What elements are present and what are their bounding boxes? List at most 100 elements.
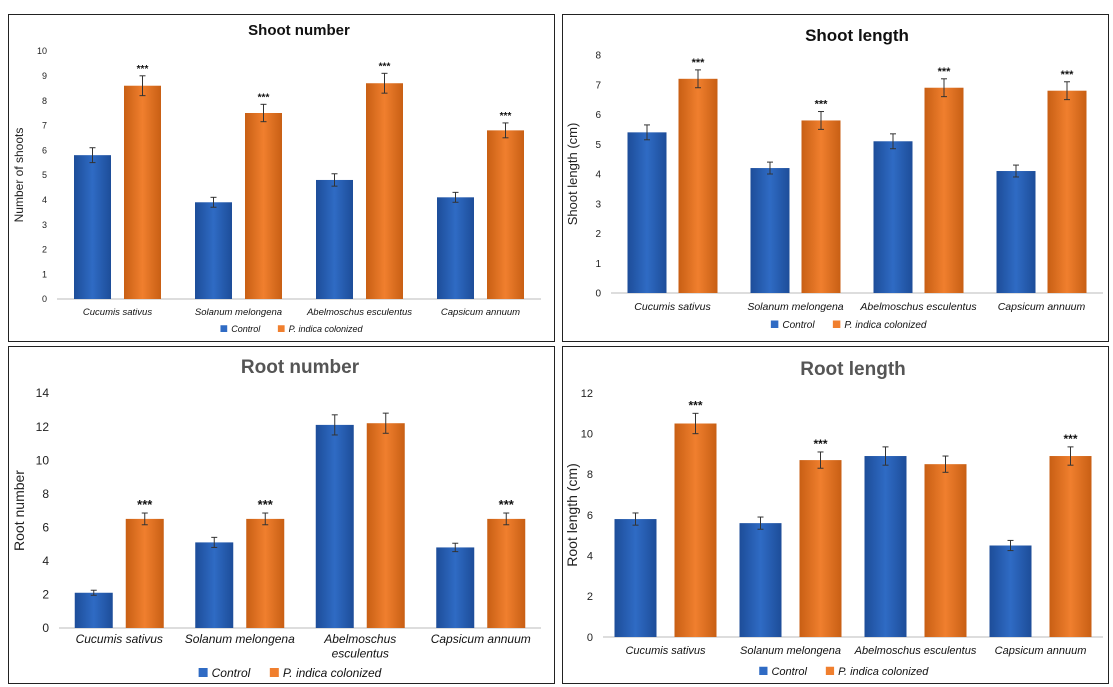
y-tick-label: 5 [595,140,601,151]
bar-colonized-abelmoschus-esculentus [366,423,405,628]
category-label: Capsicum annuum [998,301,1086,313]
legend-swatch-control [220,325,228,332]
y-tick-label: 7 [42,121,47,131]
category-label: Capsicum annuum [431,632,531,646]
significance-marker: *** [258,497,274,512]
bar-colonized-abelmoschus-esculentus [366,83,403,300]
y-tick-label: 1 [42,269,47,279]
y-tick-label: 2 [42,588,49,602]
bar-control-capsicum-annuum [996,171,1036,293]
y-tick-label: 5 [42,170,47,180]
y-tick-label: 2 [587,591,593,603]
y-tick-label: 8 [42,487,49,501]
y-tick-label: 3 [595,199,601,210]
bar-control-cucumis-sativus [627,132,667,293]
bar-control-capsicum-annuum [437,197,474,299]
significance-marker: *** [379,61,391,72]
significance-marker: *** [258,92,270,103]
chart-panel-shoot-length: Shoot length Shoot length (cm) 0 1 2 3 4 5 6 7 8 **… [562,14,1109,342]
bar-colonized-capsicum-annuum [487,518,526,628]
bar-control-solanum-melongena [750,168,790,293]
bar-colonized-capsicum-annuum [1047,90,1087,293]
y-tick-label: 2 [42,245,47,255]
category-label: Cucumis sativus [634,301,711,313]
bar-colonized-solanum-melongena [246,518,285,628]
y-tick-label: 12 [581,388,593,400]
chart-title: Shoot number [248,22,350,39]
legend-swatch-control [770,320,779,328]
y-axis-label: Root number [11,470,27,551]
y-tick-label: 8 [587,469,593,481]
y-tick-label: 0 [595,289,601,300]
category-label: Cucumis sativus [625,645,706,657]
significance-marker: *** [938,66,952,78]
bar-colonized-abelmoschus-esculentus [924,464,967,637]
y-tick-label: 6 [42,520,49,534]
legend-label-colonized: P. indica colonized [838,666,929,678]
y-tick-label: 0 [42,621,49,635]
y-tick-label: 6 [587,510,593,522]
legend-label-control: Control [782,320,815,331]
y-tick-label: 8 [42,96,47,106]
significance-marker: *** [499,497,515,512]
category-label: Capsicum annuum [441,307,520,318]
bar-control-abelmoschus-esculentus [316,179,353,299]
y-tick-label: 4 [587,551,593,563]
y-tick-label: 8 [595,51,601,62]
legend-label-control: Control [212,666,251,680]
y-axis-label: Shoot length (cm) [565,123,580,226]
legend-label-colonized: P. indica colonized [283,666,382,680]
legend-swatch-colonized [832,320,841,328]
legend-swatch-colonized [277,325,285,332]
y-tick-label: 6 [42,145,47,155]
chart-shoot-length: Shoot length Shoot length (cm) 0 1 2 3 4 5 6 7 8 **… [565,26,1103,331]
bar-control-abelmoschus-esculentus [873,141,913,293]
significance-marker: *** [1061,69,1075,81]
legend-swatch-control [759,666,768,675]
y-tick-label: 0 [42,294,47,304]
category-label: Abelmoschus esculentus [854,645,977,657]
bar-colonized-solanum-melongena [245,113,282,299]
significance-marker: *** [137,497,153,512]
chart-panel-root-length: Root length Root length (cm) 0 2 4 6 8 10 12 *** C… [562,346,1109,684]
y-tick-label: 10 [36,453,50,467]
y-tick-label: 14 [36,386,50,400]
y-tick-label: 7 [595,80,601,91]
chart-root-number: Root number Root number 0 2 4 6 8 10 12 14 *** Cucu… [11,357,541,680]
category-label: Cucumis sativus [76,632,163,646]
significance-marker: *** [692,57,706,69]
legend-label-control: Control [771,666,807,678]
bar-control-cucumis-sativus [614,519,657,637]
chart-title: Root length [800,359,906,380]
bar-colonized-capsicum-annuum [1049,456,1092,637]
significance-marker: *** [137,64,149,75]
significance-marker: *** [1063,432,1077,446]
chart-panel-root-number: Root number Root number 0 2 4 6 8 10 12 14 *** Cucu… [8,346,555,684]
significance-marker: *** [688,398,702,412]
y-tick-label: 9 [42,71,47,81]
bar-colonized-capsicum-annuum [487,130,524,299]
category-label: Capsicum annuum [995,645,1087,657]
y-tick-label: 10 [37,46,47,56]
bar-colonized-cucumis-sativus [124,85,161,299]
bar-control-cucumis-sativus [74,592,113,628]
y-axis-label: Root length (cm) [564,463,580,566]
bar-colonized-cucumis-sativus [125,518,164,628]
category-label: Cucumis sativus [83,307,152,318]
bar-control-abelmoschus-esculentus [864,456,907,637]
category-label: Solanum melongena [747,301,843,313]
legend-swatch-colonized [825,666,835,675]
y-axis-label: Number of shoots [12,128,26,223]
bar-control-capsicum-annuum [989,545,1032,637]
bar-colonized-abelmoschus-esculentus [924,87,964,293]
bar-control-abelmoschus-esculentus [315,424,354,628]
category-label: Abelmoschus esculentus [323,632,396,660]
bar-control-cucumis-sativus [74,155,111,299]
bar-colonized-solanum-melongena [799,460,842,637]
y-tick-label: 6 [595,110,601,121]
chart-root-length: Root length Root length (cm) 0 2 4 6 8 10 12 *** C… [564,359,1103,678]
chart-title: Shoot length [805,26,909,45]
legend-label-control: Control [231,324,261,334]
category-label: Solanum melongena [185,632,295,646]
significance-marker: *** [813,437,827,451]
